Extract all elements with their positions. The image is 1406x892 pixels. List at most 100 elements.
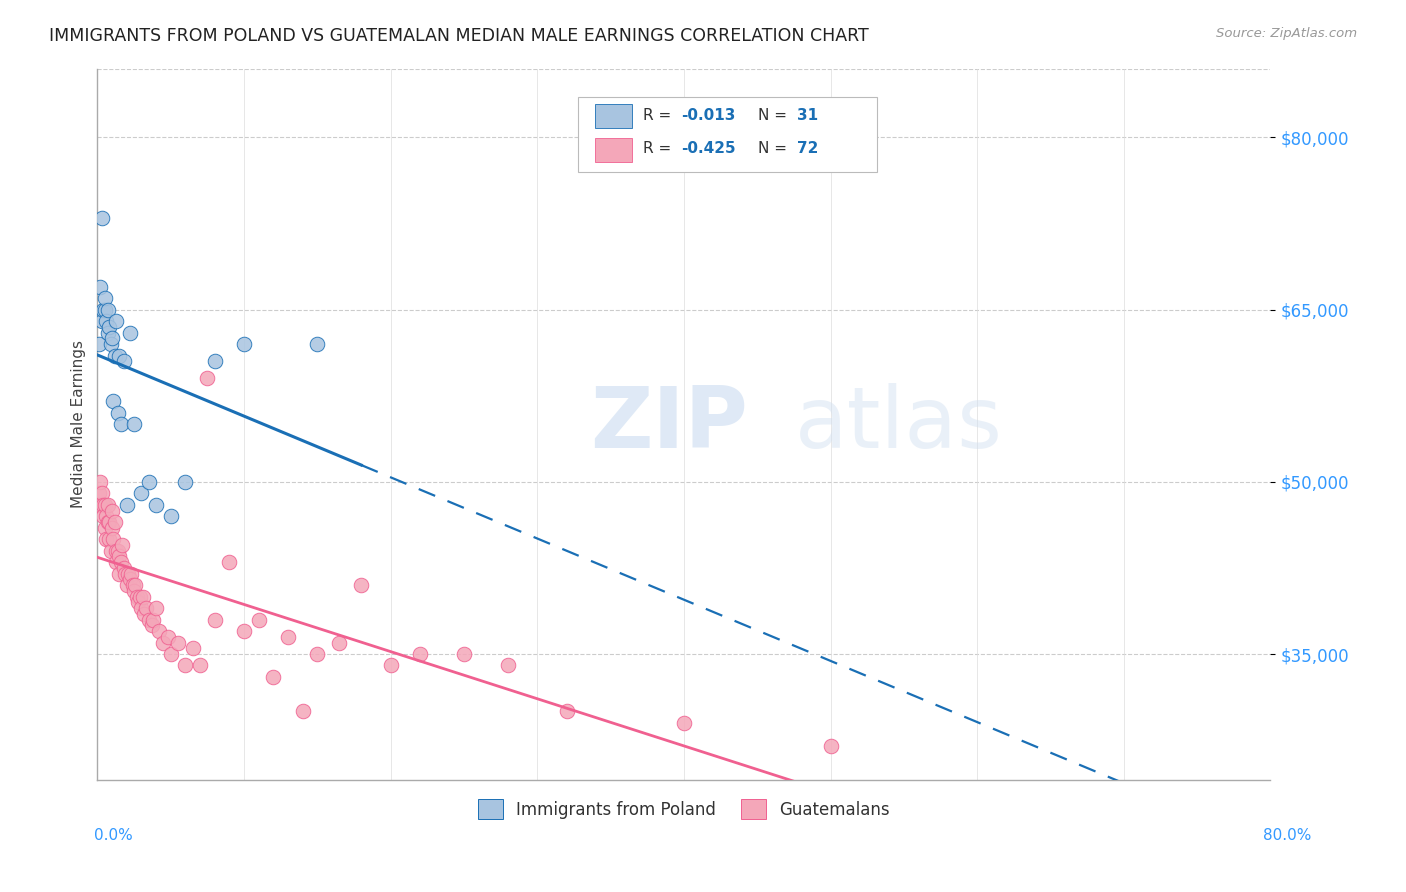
Point — [94, 314, 117, 328]
Point — [409, 647, 432, 661]
Point — [87, 337, 110, 351]
Point — [204, 354, 226, 368]
Text: atlas: atlas — [796, 383, 1004, 466]
Text: Source: ZipAtlas.com: Source: ZipAtlas.com — [1216, 27, 1357, 40]
Text: 80.0%: 80.0% — [1264, 828, 1312, 843]
Point — [93, 521, 115, 535]
Point — [108, 349, 131, 363]
Text: N =: N = — [758, 108, 792, 123]
Point — [138, 613, 160, 627]
Point — [124, 578, 146, 592]
Point — [103, 532, 125, 546]
Point — [98, 532, 121, 546]
Point — [114, 566, 136, 581]
Point — [101, 503, 124, 517]
Point — [122, 583, 145, 598]
Point — [131, 601, 153, 615]
Point — [131, 486, 153, 500]
Point — [89, 498, 111, 512]
FancyBboxPatch shape — [595, 137, 633, 161]
Point — [118, 326, 141, 340]
Point — [167, 635, 190, 649]
Point — [135, 601, 157, 615]
Point — [91, 509, 114, 524]
Point — [380, 658, 402, 673]
Point — [118, 573, 141, 587]
Point — [90, 314, 112, 328]
Point — [93, 498, 115, 512]
Point — [101, 521, 124, 535]
Text: R =: R = — [643, 108, 676, 123]
Point — [89, 279, 111, 293]
Point — [159, 647, 181, 661]
Text: R =: R = — [643, 142, 676, 156]
Point — [145, 498, 167, 512]
Point — [307, 337, 329, 351]
Point — [105, 543, 128, 558]
Point — [820, 739, 842, 753]
Point — [291, 705, 314, 719]
Point — [90, 211, 112, 225]
Text: IMMIGRANTS FROM POLAND VS GUATEMALAN MEDIAN MALE EARNINGS CORRELATION CHART: IMMIGRANTS FROM POLAND VS GUATEMALAN MED… — [49, 27, 869, 45]
Point — [181, 641, 204, 656]
Point — [98, 515, 121, 529]
Point — [204, 613, 226, 627]
Point — [108, 566, 131, 581]
Point — [112, 354, 135, 368]
Point — [453, 647, 475, 661]
Point — [350, 578, 373, 592]
Point — [138, 475, 160, 489]
Point — [94, 532, 117, 546]
Point — [115, 498, 138, 512]
Point — [108, 549, 131, 564]
Point — [104, 349, 127, 363]
Text: 72: 72 — [797, 142, 818, 156]
Point — [115, 578, 138, 592]
Point — [125, 590, 148, 604]
Y-axis label: Median Male Earnings: Median Male Earnings — [72, 341, 86, 508]
Point — [174, 658, 197, 673]
Point — [145, 601, 167, 615]
Point — [101, 331, 124, 345]
Point — [90, 486, 112, 500]
Point — [91, 302, 114, 317]
Point — [159, 509, 181, 524]
Point — [117, 566, 139, 581]
Point — [110, 555, 132, 569]
Point — [218, 555, 240, 569]
Point — [134, 607, 156, 621]
Point — [100, 543, 122, 558]
Point — [127, 595, 149, 609]
Point — [328, 635, 350, 649]
Point — [121, 578, 143, 592]
Text: 0.0%: 0.0% — [94, 828, 134, 843]
Text: N =: N = — [758, 142, 792, 156]
Point — [93, 302, 115, 317]
Point — [105, 314, 128, 328]
Point — [91, 498, 114, 512]
Point — [247, 613, 270, 627]
Point — [100, 337, 122, 351]
Point — [122, 417, 145, 432]
Point — [174, 475, 197, 489]
Point — [188, 658, 211, 673]
Point — [97, 515, 120, 529]
Point — [110, 417, 132, 432]
Point — [107, 543, 129, 558]
Point — [672, 715, 695, 730]
Point — [97, 498, 120, 512]
Point — [555, 705, 578, 719]
Point — [97, 302, 120, 317]
Point — [107, 406, 129, 420]
Point — [97, 326, 120, 340]
Point — [105, 555, 128, 569]
Point — [87, 486, 110, 500]
Point — [111, 538, 134, 552]
Point — [142, 613, 165, 627]
Point — [148, 624, 170, 638]
Point — [98, 319, 121, 334]
Point — [233, 337, 256, 351]
Point — [104, 515, 127, 529]
Legend: Immigrants from Poland, Guatemalans: Immigrants from Poland, Guatemalans — [471, 793, 897, 825]
Point — [132, 590, 155, 604]
